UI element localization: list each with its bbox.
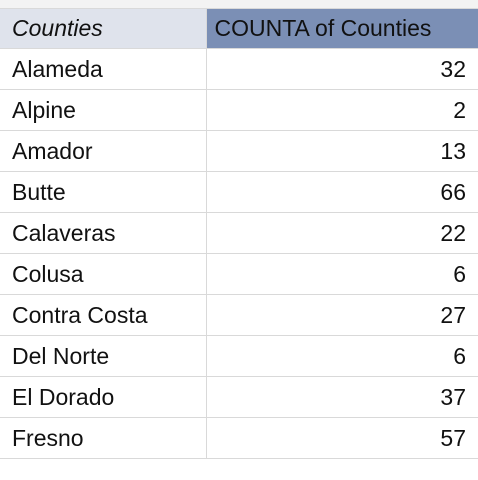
county-count-cell[interactable]: 6 [205, 335, 478, 377]
pivot-table-row: Fresno 57 [0, 417, 478, 459]
county-name-cell[interactable]: Fresno [0, 417, 207, 459]
county-name-cell[interactable]: Butte [0, 171, 207, 213]
pivot-header-row: Counties COUNTA of Counties [0, 8, 478, 49]
county-name-cell[interactable]: Colusa [0, 253, 207, 295]
pivot-table-row: Del Norte 6 [0, 335, 478, 377]
county-count-cell[interactable]: 37 [205, 376, 478, 418]
county-count-cell[interactable]: 57 [205, 417, 478, 459]
county-count-cell[interactable]: 32 [205, 48, 478, 90]
pivot-table-row: Colusa 6 [0, 253, 478, 295]
county-name-cell[interactable]: Alpine [0, 89, 207, 131]
pivot-table-row: Contra Costa 27 [0, 294, 478, 336]
county-count-cell[interactable]: 6 [205, 253, 478, 295]
county-count-cell[interactable]: 22 [205, 212, 478, 254]
county-count-cell[interactable]: 13 [205, 130, 478, 172]
county-count-cell[interactable]: 2 [205, 89, 478, 131]
pivot-table-row: El Dorado 37 [0, 376, 478, 418]
pivot-table-row: Alameda 32 [0, 48, 478, 90]
county-name-cell[interactable]: El Dorado [0, 376, 207, 418]
pivot-table-row: Amador 13 [0, 130, 478, 172]
pivot-table-row: Butte 66 [0, 171, 478, 213]
county-name-cell[interactable]: Alameda [0, 48, 207, 90]
pivot-table-row: Alpine 2 [0, 89, 478, 131]
county-name-cell[interactable]: Amador [0, 130, 207, 172]
county-count-cell[interactable]: 66 [205, 171, 478, 213]
county-name-cell[interactable]: Del Norte [0, 335, 207, 377]
pivot-table: Counties COUNTA of Counties Alameda 32 Alp… [0, 8, 478, 459]
pivot-row-header-cell[interactable]: Counties [0, 8, 207, 49]
pivot-value-header-cell[interactable]: COUNTA of Counties [205, 8, 478, 49]
county-name-cell[interactable]: Calaveras [0, 212, 207, 254]
pivot-table-row: Calaveras 22 [0, 212, 478, 254]
county-name-cell[interactable]: Contra Costa [0, 294, 207, 336]
county-count-cell[interactable]: 27 [205, 294, 478, 336]
